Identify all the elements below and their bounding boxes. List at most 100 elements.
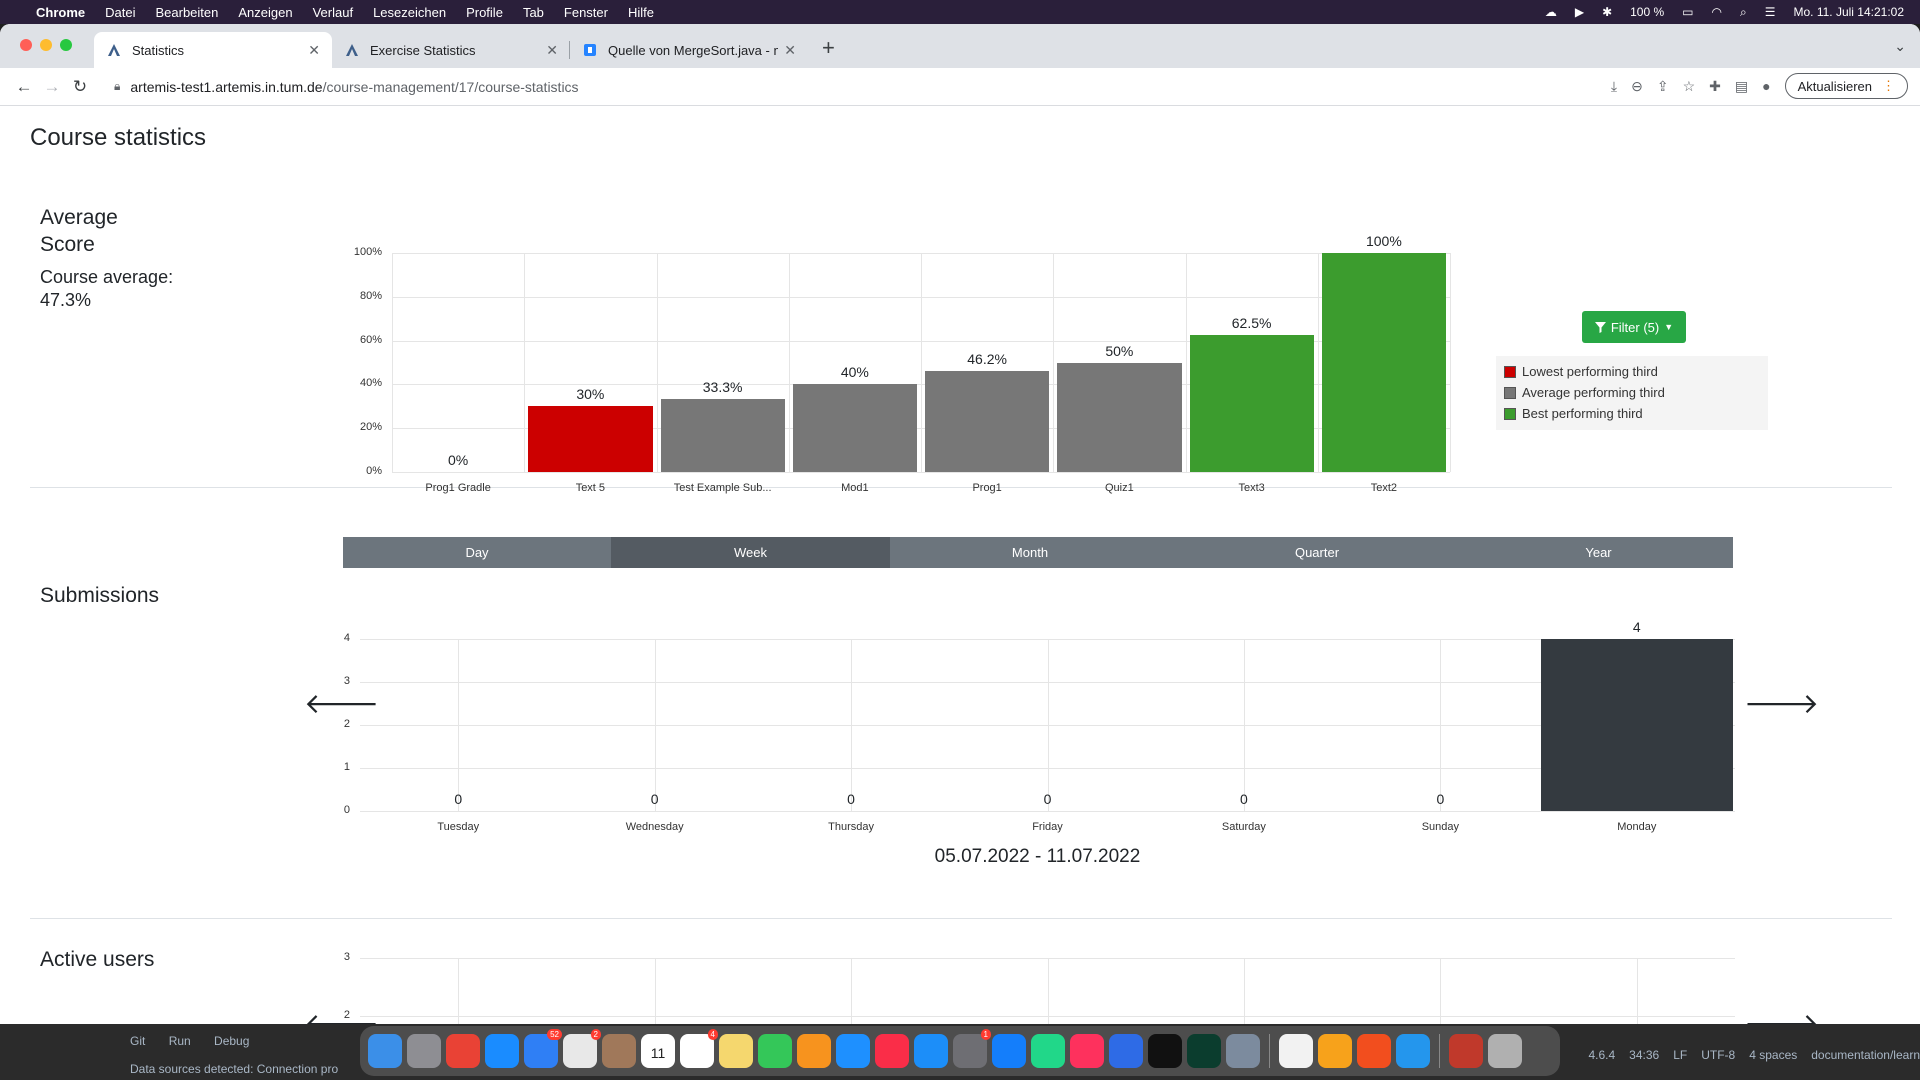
ide-cursor-position[interactable]: 34:36 <box>1629 1048 1660 1062</box>
period-year-button[interactable]: Year <box>1585 545 1612 560</box>
preview-icon[interactable] <box>1226 1034 1260 1068</box>
calendar-icon[interactable]: 11 <box>641 1034 675 1068</box>
close-tab-icon[interactable]: ✕ <box>308 41 320 58</box>
legend-item-lowest[interactable]: Lowest performing third <box>1504 361 1760 382</box>
lock-icon[interactable]: 🔒︎ <box>114 79 121 93</box>
minimize-window-button[interactable] <box>40 39 52 51</box>
period-day-button[interactable]: Day <box>465 545 489 560</box>
messages-icon[interactable] <box>758 1034 792 1068</box>
back-arrow-icon[interactable]: ← <box>15 76 33 96</box>
keynote-icon[interactable] <box>836 1034 870 1068</box>
previous-week-arrow-icon[interactable]: 🡐 <box>304 1008 380 1024</box>
ide-encoding[interactable]: UTF-8 <box>1701 1048 1736 1062</box>
previous-week-arrow-icon[interactable]: 🡐 <box>304 688 380 719</box>
menu-lesezeichen[interactable]: Lesezeichen <box>373 4 447 20</box>
section-divider <box>30 487 1892 488</box>
period-week-button[interactable]: Week <box>611 537 890 568</box>
extensions-puzzle-icon[interactable]: ✚ <box>1709 77 1721 94</box>
spotlight-search-icon[interactable]: ⌕ <box>1739 4 1747 19</box>
menubar-clock[interactable]: Mo. 11. Juli 14:21:02 <box>1793 5 1904 19</box>
ide-git-branch[interactable]: documentation/learn <box>1811 1048 1920 1062</box>
pages-icon[interactable] <box>797 1034 831 1068</box>
slack-icon[interactable]: 2 <box>563 1029 601 1068</box>
period-quarter-button[interactable]: Quarter <box>1294 545 1340 560</box>
textedit-icon[interactable] <box>1279 1034 1313 1068</box>
menu-hilfe[interactable]: Hilfe <box>627 4 654 20</box>
pycharm-icon[interactable] <box>1031 1034 1065 1068</box>
legend-item-average[interactable]: Average performing third <box>1504 382 1760 403</box>
system-settings-icon[interactable]: 1 <box>953 1029 991 1068</box>
activity-monitor-icon[interactable] <box>1187 1034 1221 1068</box>
tab-exercise-statistics[interactable]: Exercise Statistics ✕ <box>332 32 570 68</box>
x-gridline <box>656 253 658 472</box>
xcode-icon[interactable] <box>992 1034 1026 1068</box>
reload-icon[interactable]: ↻ <box>72 76 88 96</box>
menu-tab[interactable]: Tab <box>522 4 544 20</box>
wifi-icon[interactable]: ◠ <box>1711 5 1722 19</box>
tab-statistics[interactable]: Statistics ✕ <box>94 32 332 68</box>
next-week-arrow-icon[interactable]: 🡒 <box>1744 688 1820 719</box>
zoom-window-button[interactable] <box>60 39 72 51</box>
profile-avatar-icon[interactable]: ● <box>1762 78 1771 94</box>
address-bar[interactable]: 🔒︎ artemis-test1.artemis.in.tum.de /cour… <box>114 79 579 95</box>
menu-bearbeiten[interactable]: Bearbeiten <box>155 4 219 20</box>
reminders-icon[interactable]: 4 <box>680 1029 718 1068</box>
legend-label: Average performing third <box>1522 385 1665 400</box>
contacts-icon[interactable] <box>602 1034 636 1068</box>
notes-icon[interactable] <box>719 1034 753 1068</box>
chrome-icon[interactable] <box>446 1034 480 1068</box>
safari-icon[interactable] <box>485 1034 519 1068</box>
control-center-icon[interactable]: ☰ <box>1764 5 1776 19</box>
forward-arrow-icon[interactable]: → <box>43 76 61 96</box>
battery-icon[interactable]: ▭ <box>1682 5 1694 19</box>
update-button[interactable]: Aktualisieren ⋮ <box>1784 73 1908 99</box>
next-week-arrow-icon[interactable]: 🡒 <box>1744 1008 1820 1024</box>
menu-chrome[interactable]: Chrome <box>36 4 86 20</box>
trash-icon[interactable] <box>1488 1034 1522 1068</box>
finder-icon[interactable] <box>368 1034 402 1068</box>
tab-search-chevron-icon[interactable]: ⌄ <box>1894 38 1906 54</box>
close-window-button[interactable] <box>20 39 32 51</box>
intellij-icon[interactable] <box>1070 1034 1104 1068</box>
x-category-label: Friday <box>1032 821 1063 833</box>
ide-status-right: 4.6.4 34:36 LF UTF-8 4 spaces documentat… <box>1588 1048 1920 1062</box>
ide-debug-tab[interactable]: Debug <box>214 1034 250 1048</box>
tab-mergesort-source[interactable]: Quelle von MergeSort.java - m ✕ <box>570 32 808 68</box>
music-icon[interactable] <box>875 1034 909 1068</box>
printer-icon[interactable] <box>1449 1034 1483 1068</box>
bar-value-label: 46.2% <box>967 350 1007 367</box>
x-gridline <box>1047 958 1049 1024</box>
menu-profile[interactable]: Profile <box>466 4 503 20</box>
bookmark-star-icon[interactable]: ☆ <box>1682 77 1696 94</box>
menu-fenster[interactable]: Fenster <box>563 4 608 20</box>
close-tab-icon[interactable]: ✕ <box>546 41 558 58</box>
menu-anzeigen[interactable]: Anzeigen <box>238 4 293 20</box>
docker-icon[interactable] <box>1396 1034 1430 1068</box>
bluetooth-icon[interactable]: ✱ <box>1602 5 1613 19</box>
ide-indent[interactable]: 4 spaces <box>1749 1048 1798 1062</box>
url-path: /course-management/17/course-statistics <box>322 78 579 95</box>
period-month-button[interactable]: Month <box>1011 545 1049 560</box>
new-tab-plus-icon[interactable]: + <box>822 35 835 60</box>
zoom-icon[interactable]: ⊖ <box>1631 77 1643 94</box>
launchpad-icon[interactable] <box>407 1034 441 1068</box>
menu-verlauf[interactable]: Verlauf <box>312 4 354 20</box>
sourcetree-icon[interactable] <box>1109 1034 1143 1068</box>
cyberduck-icon[interactable] <box>1318 1034 1352 1068</box>
swift-playgrounds-icon[interactable] <box>1357 1034 1391 1068</box>
ide-line-separator[interactable]: LF <box>1673 1048 1688 1062</box>
terminal-icon[interactable] <box>1148 1034 1182 1068</box>
play-icon[interactable]: ▶ <box>1574 5 1585 19</box>
install-app-icon[interactable]: ⤓ <box>1610 77 1618 94</box>
share-icon[interactable]: ⇪ <box>1656 77 1669 94</box>
cloud-icon[interactable]: ☁ <box>1544 5 1557 19</box>
mail-icon[interactable]: 52 <box>524 1029 562 1068</box>
legend-item-best[interactable]: Best performing third <box>1504 403 1760 424</box>
ide-git-tab[interactable]: Git <box>130 1034 146 1048</box>
menu-datei[interactable]: Datei <box>105 4 136 20</box>
side-panel-icon[interactable]: ▤ <box>1734 77 1749 94</box>
filter-button[interactable]: Filter (5) ▼ <box>1582 311 1686 343</box>
ide-run-tab[interactable]: Run <box>168 1034 191 1048</box>
app-store-icon[interactable] <box>914 1034 948 1068</box>
close-tab-icon[interactable]: ✕ <box>784 41 796 58</box>
